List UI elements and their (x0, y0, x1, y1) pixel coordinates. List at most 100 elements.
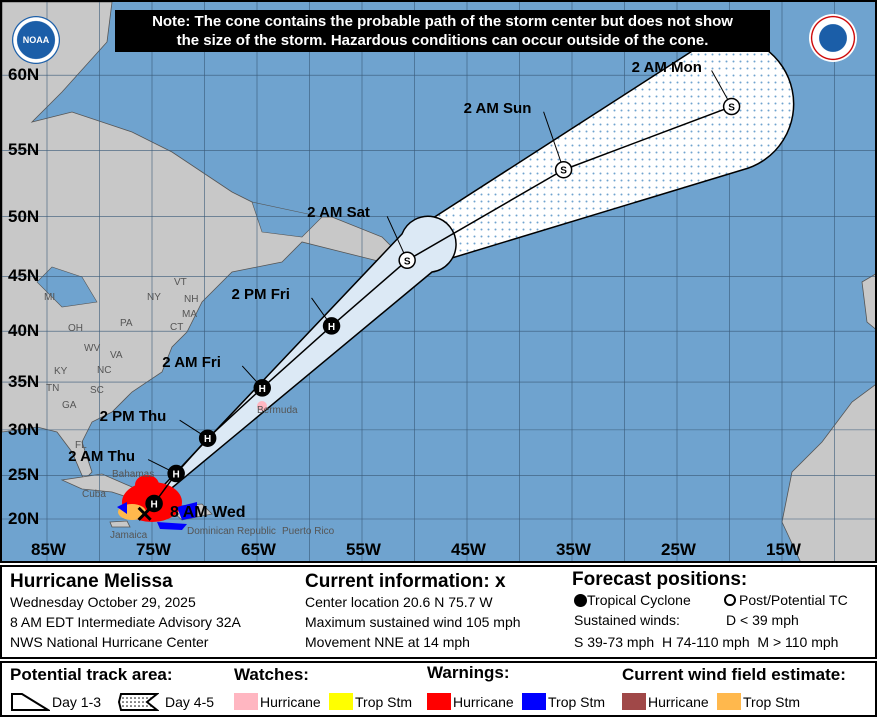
swatch-label: Hurricane (648, 694, 709, 710)
position-circle (167, 464, 185, 483)
track-line (563, 105, 732, 171)
swatch (329, 693, 353, 710)
place-label: MI (44, 292, 56, 303)
center-location: Center location 20.6 N 75.7 W (305, 594, 493, 610)
swatch-label: Trop Stm (743, 694, 801, 710)
position-type: H (204, 434, 211, 445)
wind-field-title: Current wind field estimate: (622, 665, 846, 684)
longitude-label: 35W (556, 540, 591, 559)
track-line (207, 387, 263, 439)
position-type: H (328, 322, 335, 333)
position-circle (554, 160, 573, 179)
swatch (522, 693, 546, 710)
place-label: SC (90, 385, 104, 396)
forecast-label: 2 AM Fri (162, 353, 221, 371)
day-4-5-label: Day 4-5 (165, 694, 215, 710)
forecast-label: 2 AM Thu (68, 447, 136, 465)
current-info-label: Current information: (305, 571, 495, 592)
position-type: H (173, 470, 180, 481)
place-label: Bahamas (112, 469, 155, 480)
cone-note: Note: The cone contains the probable pat… (115, 10, 770, 52)
place-label: Puerto Rico (282, 526, 335, 537)
longitude-label: 55W (346, 540, 381, 559)
legend-panel: Potential track area: Day 1-3 Day 4-5 Wa… (0, 661, 877, 717)
warnings-title: Warnings: (427, 663, 510, 682)
forecast-map: H H H H H S S S 60N 55N 50N 45N 40N 35N 30N 25N 20N 85W 7… (0, 0, 877, 563)
movement: Movement NNE at 14 mph (305, 634, 470, 650)
track-line (406, 169, 564, 261)
latitude-label: 30N (8, 419, 40, 439)
latitude-label: 45N (8, 266, 40, 286)
post-tc-legend: Post/Potential TC (724, 592, 848, 608)
latitude-label: 20N (8, 509, 40, 528)
max-wind: Maximum sustained wind 105 mph (305, 614, 521, 630)
intensity-ranges: S 39-73 mph H 74-110 mph M > 110 mph (574, 634, 839, 650)
forecast-label: 2 AM Mon (631, 58, 702, 76)
europe-land (861, 273, 875, 330)
longitude-label: 85W (31, 540, 66, 559)
label-leader (543, 111, 565, 170)
place-label: Cuba (82, 489, 106, 500)
d-range: D < 39 mph (726, 612, 799, 628)
current-x-symbol: x (495, 571, 506, 592)
place-label: NC (97, 365, 112, 376)
current-info-title: Current information: x (305, 571, 506, 593)
latitude-label: 60N (8, 65, 40, 85)
place-label: VT (174, 277, 187, 288)
sustained-label: Sustained winds: (574, 612, 680, 628)
hurricane-position-icon: H (253, 379, 271, 397)
place-label: NH (184, 294, 199, 305)
swatch (234, 693, 258, 710)
advisory: 8 AM EDT Intermediate Advisory 32A (10, 614, 241, 630)
latitude-label: 55N (8, 140, 40, 160)
date: Wednesday October 29, 2025 (10, 594, 196, 610)
swatch-label: Trop Stm (355, 694, 413, 710)
jamaica-land (109, 520, 131, 528)
forecast-label: 2 PM Thu (99, 408, 167, 426)
position-type: H (150, 499, 157, 510)
place-label: WV (84, 343, 101, 354)
longitude-label: 45W (451, 540, 486, 559)
forecast-label: 2 AM Sun (463, 99, 532, 117)
track-line (331, 259, 408, 327)
hurricane-position-icon: H (198, 429, 217, 447)
hurricane-position-icon: H (322, 317, 341, 335)
forecast-label: 2 PM Fri (231, 285, 290, 303)
hurricane-position-icon: H (167, 464, 185, 483)
day-4-5-icon (117, 693, 159, 711)
place-label: Bermuda (257, 405, 298, 416)
swatch-label: Hurricane (453, 694, 514, 710)
place-label: OH (68, 323, 83, 334)
gulf-st-lawrence (251, 201, 323, 238)
latitude-label: 40N (8, 321, 40, 341)
position-type: S (560, 166, 567, 177)
swatch-label: Hurricane (260, 694, 321, 710)
info-panel: Hurricane Melissa Wednesday October 29, … (0, 565, 877, 659)
position-circle (322, 317, 341, 335)
longitude-label: 15W (766, 540, 801, 559)
current-position-label: 8 AM Wed (170, 504, 246, 521)
longitude-label: 25W (661, 540, 696, 559)
storm-name: Hurricane Melissa (10, 571, 173, 592)
watches-title: Watches: (234, 665, 309, 684)
longitude-label: 75W (136, 540, 171, 559)
position-type: S (728, 103, 735, 114)
hurricane-position-icon: H (145, 494, 163, 513)
africa-land (781, 384, 875, 561)
nws-logo (809, 14, 857, 62)
latitude-label: 50N (8, 206, 40, 226)
latitude-label: 35N (8, 372, 40, 392)
position-circle (198, 429, 217, 447)
forecast-title: Forecast positions: (572, 569, 748, 590)
place-label: NY (147, 292, 161, 303)
track-area-title: Potential track area: (10, 665, 173, 684)
great-lakes (36, 266, 98, 308)
noaa-logo: NOAA (12, 16, 60, 64)
storm-position-icon: S (398, 251, 416, 270)
place-label: KY (54, 366, 68, 377)
tc-label: Tropical Cyclone (587, 592, 691, 608)
track-line (261, 325, 333, 389)
storm-position-icon: S (554, 160, 573, 179)
place-label: VA (110, 350, 123, 361)
tc-legend: Tropical Cyclone (574, 592, 691, 608)
